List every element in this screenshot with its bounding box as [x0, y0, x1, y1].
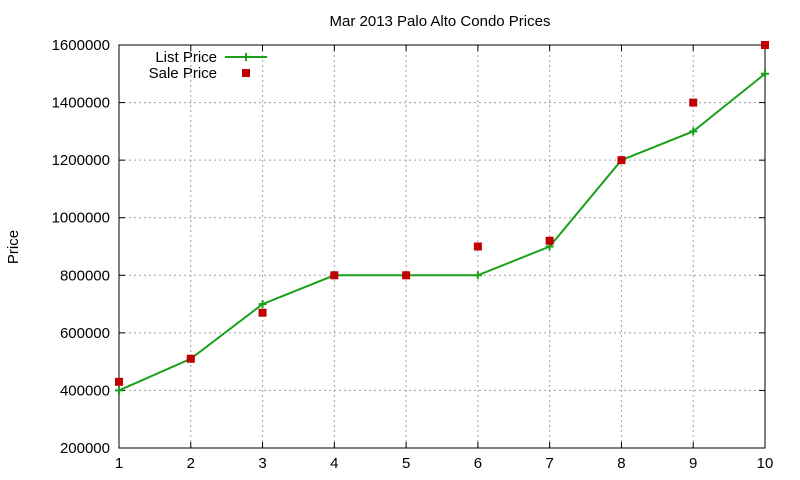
data-point — [258, 308, 267, 317]
y-tick-label: 800000 — [60, 267, 110, 284]
y-tick-label: 1000000 — [52, 210, 110, 227]
series-list-price — [115, 69, 769, 395]
data-point — [761, 41, 769, 49]
legend-marker-swatch — [242, 69, 250, 77]
x-tick-label: 4 — [330, 455, 338, 472]
data-point — [115, 377, 123, 386]
data-point — [115, 386, 123, 395]
series-line — [118, 73, 766, 392]
y-tick-label: 1400000 — [52, 95, 110, 112]
y-tick-label: 200000 — [60, 440, 110, 457]
series-sale-price — [115, 41, 769, 386]
y-tick-label: 400000 — [60, 382, 110, 399]
chart-title: Mar 2013 Palo Alto Condo Prices — [330, 13, 551, 30]
legend-label: Sale Price — [149, 65, 217, 82]
x-tick-label: 2 — [187, 455, 195, 472]
x-tick-label: 5 — [402, 455, 410, 472]
data-point — [617, 156, 626, 165]
x-tick-label: 10 — [757, 455, 774, 472]
x-tick-label: 6 — [474, 455, 482, 472]
y-tick-label: 600000 — [60, 325, 110, 342]
data-point — [186, 354, 195, 363]
y-tick-label: 1600000 — [52, 37, 110, 54]
data-point — [761, 69, 769, 78]
x-tick-label: 9 — [689, 455, 697, 472]
data-point — [402, 271, 411, 280]
data-point — [689, 98, 698, 107]
data-point — [330, 271, 339, 280]
x-tick-label: 3 — [258, 455, 266, 472]
data-point — [473, 271, 482, 280]
data-point — [258, 300, 267, 309]
axis-ticks: 1 2 3 4 5 6 7 8 9 10 200000 400000 600000 800000 10000… — [52, 37, 774, 472]
data-point — [689, 127, 698, 136]
x-tick-label: 7 — [545, 455, 553, 472]
data-point — [545, 236, 554, 245]
legend-label: List Price — [155, 49, 217, 66]
legend-marker-swatch — [242, 53, 250, 61]
grid-lines — [119, 45, 765, 448]
series-layer — [115, 41, 769, 395]
x-tick-label: 8 — [617, 455, 625, 472]
x-tick-label: 1 — [115, 455, 123, 472]
y-axis-label: Price — [5, 230, 22, 264]
y-tick-label: 1200000 — [52, 152, 110, 169]
plot-frame — [118, 44, 766, 449]
data-point — [473, 242, 482, 251]
